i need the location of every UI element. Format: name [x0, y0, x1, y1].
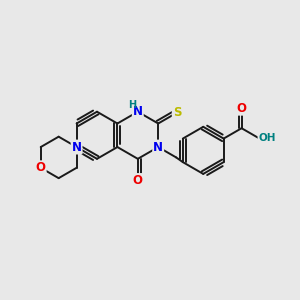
Text: N: N	[153, 141, 163, 154]
Text: O: O	[133, 174, 143, 187]
Text: N: N	[133, 105, 143, 118]
Text: O: O	[237, 102, 247, 115]
Text: OH: OH	[258, 133, 276, 143]
Text: H: H	[128, 100, 136, 110]
Text: O: O	[36, 161, 46, 174]
Text: S: S	[173, 106, 181, 119]
Text: N: N	[72, 141, 82, 154]
